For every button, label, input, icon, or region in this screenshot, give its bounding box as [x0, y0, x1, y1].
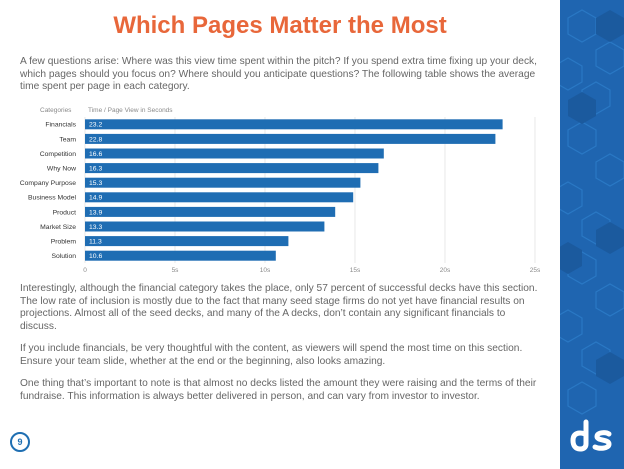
category-label: Competition — [40, 151, 76, 158]
category-header: Categories — [40, 107, 72, 114]
data-label: 22.8 — [89, 136, 102, 143]
category-label: Product — [53, 209, 77, 216]
bar — [85, 119, 503, 130]
team-paragraph: If you include financials, be very thoug… — [20, 343, 523, 367]
data-label: 23.2 — [89, 122, 102, 129]
bar — [85, 133, 496, 144]
category-label: Problem — [51, 239, 77, 246]
data-label: 10.6 — [89, 253, 102, 260]
data-label: 13.9 — [89, 209, 102, 216]
category-label: Team — [59, 136, 76, 143]
bar-chart: Categories Time / Page View in Seconds 0 5s… — [0, 103, 560, 273]
data-label: 16.6 — [89, 151, 102, 158]
bar — [85, 148, 384, 159]
value-header: Time / Page View in Seconds — [88, 107, 173, 114]
x-tick-label: 25s — [530, 267, 541, 273]
intro-paragraph: A few questions arise: Where was this vi… — [20, 56, 537, 93]
x-tick-label: 20s — [440, 267, 451, 273]
ds-logo — [570, 419, 612, 452]
x-tick-label: 15s — [350, 267, 361, 273]
bar — [85, 177, 361, 188]
bar — [85, 221, 325, 232]
bar — [85, 192, 354, 203]
page-number: 9 — [10, 432, 30, 452]
hexagon-pattern — [560, 9, 624, 415]
category-label: Business Model — [28, 195, 76, 202]
data-label: 14.9 — [89, 195, 102, 202]
x-tick-label: 10s — [260, 267, 271, 273]
category-label: Financials — [45, 122, 76, 129]
sidebar-decoration — [560, 0, 624, 469]
category-label: Why Now — [47, 166, 76, 173]
category-label: Solution — [51, 253, 76, 260]
fundraise-paragraph: One thing that’s important to note is th… — [20, 378, 537, 402]
chart-svg: Categories Time / Page View in Seconds 0 5s… — [20, 107, 541, 273]
data-label: 11.3 — [89, 239, 102, 246]
page-title: Which Pages Matter the Most — [113, 12, 447, 39]
financials-paragraph: Interestingly, although the financial ca… — [20, 283, 538, 332]
data-label: 15.3 — [89, 180, 102, 187]
x-tick-label: 0 — [83, 267, 87, 273]
data-label: 16.3 — [89, 166, 102, 173]
bar — [85, 236, 289, 247]
bar — [85, 206, 336, 217]
data-label: 13.3 — [89, 224, 102, 231]
bar — [85, 163, 379, 174]
bar — [85, 250, 276, 261]
x-tick-label: 5s — [172, 267, 180, 273]
category-label: Market Size — [40, 224, 76, 231]
page: Which Pages Matter the Most A few questi… — [0, 12, 560, 452]
category-label: Company Purpose — [20, 180, 77, 187]
